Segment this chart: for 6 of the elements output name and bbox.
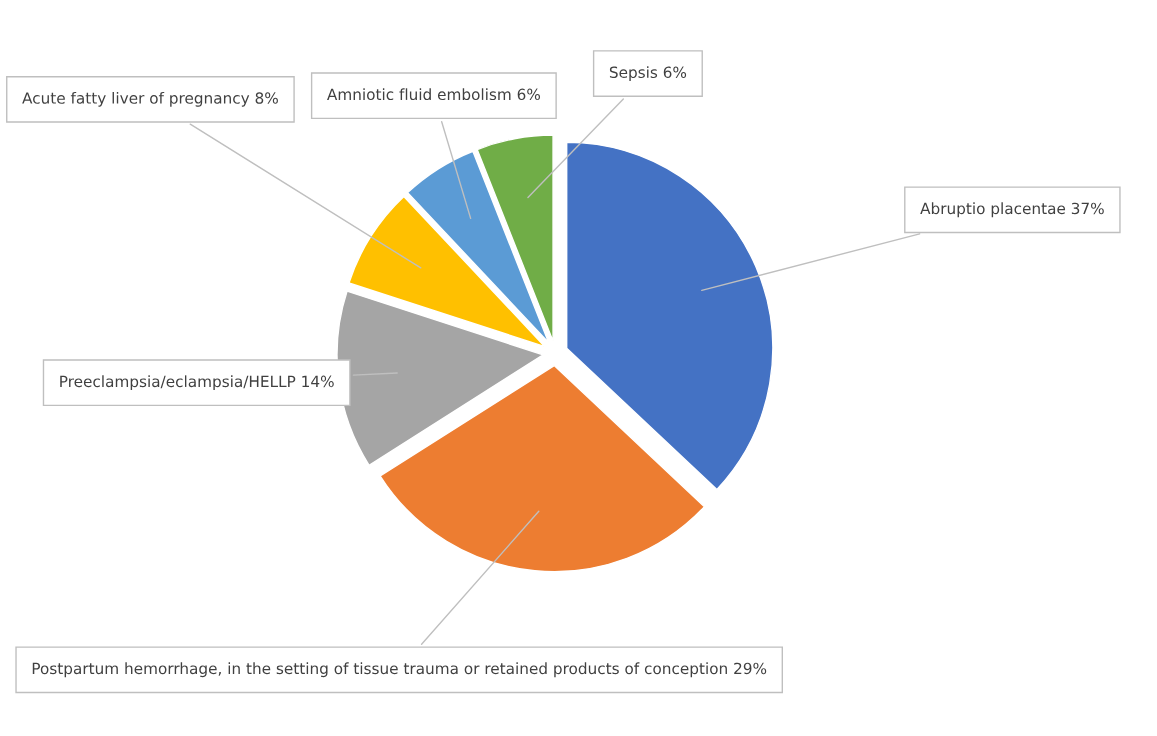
slice-label: Preeclampsia/eclampsia/HELLP 14% (60, 375, 334, 391)
slice-label: Amniotic fluid embolism 6% (327, 88, 541, 101)
slice-label: Postpartum hemorrhage, in the setting of tissue trauma or retained products of conception 29% (32, 662, 767, 678)
slice-label: Sepsis 6% (609, 66, 687, 81)
slice-label: Acute fatty liver of pregnancy 8% (22, 91, 278, 107)
slice-label: Abruptio placentae 37% (920, 202, 1104, 218)
